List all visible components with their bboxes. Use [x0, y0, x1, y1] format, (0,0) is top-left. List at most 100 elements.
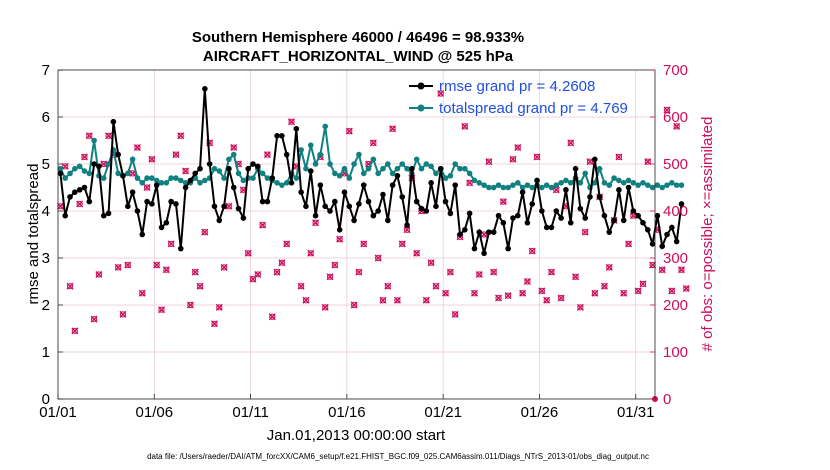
obs-possible-marker: [683, 285, 690, 292]
y-right-tick-label: 600: [663, 109, 688, 126]
obs-assimilated-marker: [133, 144, 141, 152]
obs-possible-marker: [586, 158, 594, 165]
totalspread-point: [72, 165, 78, 172]
x-axis-label: Jan.01,2013 00:00:00 start: [267, 427, 446, 444]
rmse-point: [548, 224, 555, 231]
obs-possible-marker: [428, 259, 435, 266]
totalspread-point: [553, 182, 560, 188]
rmse-point: [230, 184, 237, 191]
x-tick-label: 01/26: [521, 404, 559, 421]
obs-possible-marker: [119, 311, 127, 318]
x-tick-label: 01/31: [617, 404, 655, 421]
obs-possible-marker: [582, 229, 589, 236]
totalspread-point: [221, 175, 227, 181]
obs-possible-marker: [471, 290, 478, 297]
obs-possible-marker: [249, 276, 257, 283]
totalspread-point: [673, 182, 680, 188]
obs-possible-marker: [177, 132, 184, 139]
y-axis-ticks: 0 1 2 3 4 5 6 7: [42, 62, 63, 408]
totalspread-point: [129, 156, 136, 163]
totalspread-point: [341, 165, 348, 172]
totalspread-point: [664, 182, 670, 188]
obs-assimilated-marker: [600, 282, 608, 290]
totalspread-point: [486, 184, 492, 191]
rmse-point: [577, 205, 584, 212]
obs-possible-marker: [389, 125, 396, 132]
obs-assimilated-marker: [186, 301, 194, 309]
totalspread-point: [346, 175, 353, 181]
legend-rmse-marker: [417, 82, 425, 90]
totalspread-series: [57, 123, 685, 191]
obs-assimilated-marker: [56, 202, 64, 210]
rmse-point: [125, 203, 131, 210]
y-tick-label: 3: [42, 250, 50, 267]
obs-assimilated-marker: [519, 289, 527, 297]
totalspread-point: [505, 184, 511, 191]
y-right-tick-label: 100: [663, 344, 688, 361]
obs-possible-marker: [350, 301, 358, 309]
rmse-point: [433, 203, 439, 210]
obs-possible-marker: [206, 139, 213, 146]
rmse-point: [418, 205, 425, 212]
rmse-point: [312, 212, 319, 219]
rmse-point: [110, 118, 117, 125]
totalspread-point: [336, 172, 343, 179]
rmse-point: [341, 189, 348, 195]
y-tick-label: 2: [42, 297, 50, 314]
totalspread-point: [519, 184, 526, 191]
rmse-point: [221, 203, 227, 210]
rmse-point: [332, 198, 338, 205]
totalspread-point: [274, 180, 280, 186]
rmse-point: [177, 245, 184, 252]
rmse-point: [168, 198, 174, 205]
obs-possible-marker: [264, 151, 271, 158]
totalspread-point: [404, 165, 410, 172]
obs-assimilated-marker: [61, 162, 69, 170]
obs-assimilated-marker: [158, 306, 166, 314]
obs-possible-marker: [480, 231, 488, 238]
rmse-line: [59, 88, 683, 254]
obs-possible-marker: [201, 229, 208, 236]
rmse-point: [601, 212, 608, 219]
rmse-point: [255, 163, 261, 170]
obs-possible-marker: [490, 269, 497, 276]
x-tick-label: 01/06: [136, 404, 174, 421]
obs-assimilated-marker: [567, 139, 575, 147]
totalspread-point: [669, 180, 675, 186]
obs-assimilated-marker: [80, 153, 88, 161]
obs-possible-marker: [76, 200, 83, 208]
obs-assimilated-marker: [461, 122, 469, 130]
obs-possible-marker: [394, 297, 401, 304]
rmse-point: [606, 229, 613, 235]
rmse-point: [115, 151, 121, 158]
obs-assimilated-marker: [543, 296, 551, 304]
rmse-point: [553, 208, 560, 214]
rmse-point: [375, 208, 381, 214]
obs-possible-marker: [452, 311, 459, 318]
totalspread-point: [630, 180, 637, 186]
totalspread-point: [635, 182, 641, 188]
obs-assimilated-marker: [268, 313, 276, 321]
totalspread-point: [86, 170, 93, 177]
obs-possible-marker: [71, 327, 78, 334]
obs-possible-marker: [172, 151, 180, 158]
obs-assimilated-marker: [625, 240, 633, 248]
rmse-point: [81, 184, 88, 191]
rmse-point: [649, 241, 656, 247]
obs-assimilated-marker: [451, 310, 459, 318]
rmse-point: [635, 212, 641, 219]
obs-assimilated-marker: [85, 132, 93, 140]
obs-assimilated-marker: [259, 221, 267, 229]
totalspread-point: [476, 180, 483, 186]
obs-possible-marker: [66, 283, 74, 290]
obs-possible-marker: [591, 290, 598, 297]
totalspread-point: [360, 170, 367, 177]
rmse-point: [644, 227, 651, 233]
rmse-point: [476, 229, 483, 235]
totalspread-point: [524, 182, 531, 188]
obs-assimilated-marker: [283, 240, 291, 248]
obs-possible-marker: [302, 297, 310, 304]
totalspread-point: [442, 175, 449, 181]
chart-title-line1: Southern Hemisphere 46000 / 46496 = 98.9…: [192, 29, 524, 46]
rmse-point: [259, 198, 266, 205]
